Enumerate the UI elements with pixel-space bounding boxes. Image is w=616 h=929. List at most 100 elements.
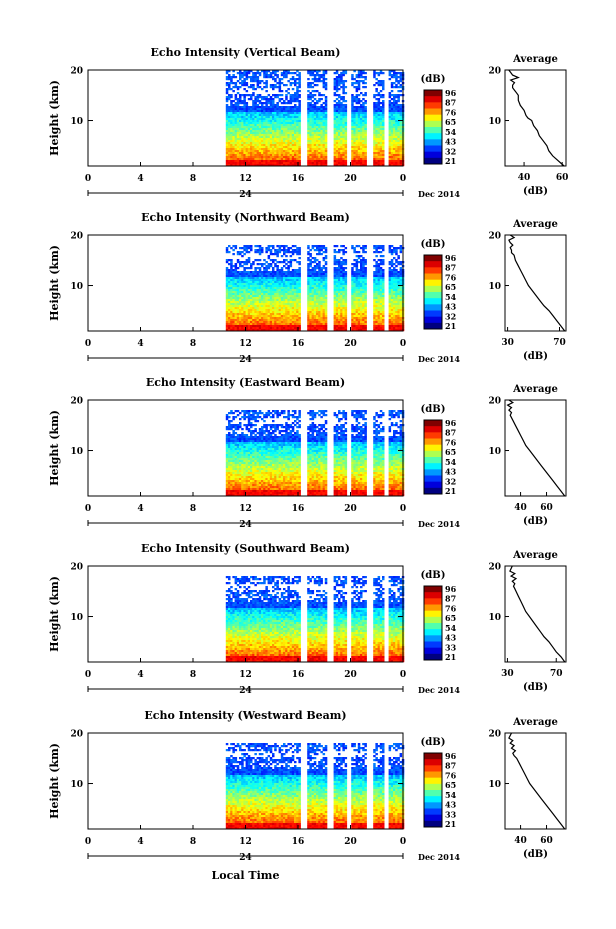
heatmap-cell: [399, 140, 403, 143]
heatmap-cell: [236, 112, 240, 115]
heatmap-cell: [340, 128, 343, 131]
heatmap-cell: [399, 90, 403, 93]
heatmap-cell: [261, 271, 264, 274]
heatmap-cell: [241, 313, 244, 316]
heatmap-cell: [313, 285, 317, 288]
heatmap-cell: [285, 281, 288, 284]
heatmap-cell: [291, 245, 295, 248]
heatmap-cell: [236, 136, 240, 139]
heatmap-cell: [342, 283, 345, 286]
heatmap-cell: [313, 245, 317, 248]
heatmap-cell: [294, 249, 297, 252]
heatmap-cell: [377, 271, 381, 274]
heatmap-cell: [340, 144, 343, 147]
heatmap-cell: [241, 275, 244, 278]
heatmap-cell: [239, 116, 242, 119]
heatmap-cell: [316, 144, 319, 147]
heatmap-cell: [298, 289, 301, 292]
heatmap-cell: [230, 150, 233, 153]
heatmap-cell: [360, 148, 363, 151]
heatmap-cell: [258, 323, 262, 326]
heatmap-cell: [232, 327, 235, 330]
heatmap-cell: [239, 118, 242, 121]
heatmap-cell: [276, 267, 279, 270]
heatmap-cell: [230, 96, 233, 99]
heatmap-cell: [344, 128, 348, 131]
heatmap-cell: [313, 102, 317, 105]
heatmap-cell: [280, 106, 284, 109]
heatmap-cell: [353, 156, 356, 159]
heatmap-cell: [274, 130, 277, 133]
heatmap-cell: [243, 148, 246, 151]
heatmap-cell: [313, 70, 317, 73]
heatmap-cell: [309, 148, 312, 151]
heatmap-cell: [261, 323, 264, 326]
heatmap-cell: [250, 106, 253, 109]
heatmap-cell: [265, 158, 268, 161]
heatmap-cell: [285, 263, 288, 266]
heatmap-cell: [320, 329, 323, 332]
heatmap-cell: [353, 285, 356, 288]
heatmap-cell: [228, 251, 231, 254]
heatmap-cell: [307, 96, 310, 99]
heatmap-cell: [360, 255, 363, 258]
heatmap-cell: [357, 255, 361, 258]
heatmap-cell: [399, 106, 403, 109]
heatmap-cell: [382, 114, 385, 117]
heatmap-cell: [316, 299, 319, 302]
heatmap-cell: [375, 307, 378, 310]
heatmap-cell: [296, 329, 299, 332]
heatmap-cell: [382, 128, 385, 131]
heatmap-cell: [265, 317, 268, 320]
heatmap-cell: [250, 86, 253, 89]
heatmap-cell: [263, 102, 266, 105]
heatmap-cell: [342, 144, 345, 147]
heatmap-cell: [313, 108, 317, 111]
heatmap-cell: [355, 265, 359, 268]
heatmap-cell: [355, 307, 359, 310]
heatmap-cell: [324, 104, 328, 107]
heatmap-cell: [320, 136, 323, 139]
heatmap-cell: [245, 102, 249, 105]
heatmap-cell: [318, 162, 321, 165]
heatmap-cell: [316, 293, 319, 296]
heatmap-cell: [256, 311, 260, 314]
heatmap-cell: [395, 138, 398, 141]
heatmap-cell: [360, 130, 363, 133]
heatmap-cell: [256, 297, 260, 300]
heatmap-cell: [311, 70, 315, 73]
heatmap-cell: [256, 86, 260, 89]
heatmap-cell: [256, 309, 260, 312]
heatmap-cell: [342, 160, 345, 163]
heatmap-cell: [344, 301, 348, 304]
heatmap-cell: [232, 142, 235, 145]
heatmap-cell: [382, 162, 385, 165]
heatmap-cell: [324, 309, 328, 312]
heatmap-cell: [307, 148, 310, 151]
heatmap-cell: [287, 329, 290, 332]
heatmap-cell: [344, 134, 348, 137]
heatmap-cell: [296, 287, 299, 290]
heatmap-cell: [256, 329, 260, 332]
heatmap-cell: [307, 162, 310, 165]
heatmap-cell: [285, 305, 288, 308]
heatmap-cell: [335, 164, 339, 167]
heatmap-cell: [309, 70, 312, 73]
heatmap-cell: [360, 305, 363, 308]
heatmap-cell: [230, 82, 233, 85]
heatmap-cell: [344, 148, 348, 151]
heatmap-cell: [316, 108, 319, 111]
heatmap-cell: [258, 319, 262, 322]
heatmap-cell: [357, 148, 361, 151]
heatmap-cell: [379, 134, 383, 137]
heatmap-cell: [357, 72, 361, 75]
heatmap-cell: [265, 102, 268, 105]
heatmap-cell: [353, 150, 356, 153]
heatmap-cell: [351, 329, 354, 332]
heatmap-cell: [335, 285, 339, 288]
heatmap-cell: [225, 90, 229, 93]
heatmap-cell: [362, 267, 365, 270]
heatmap-cell: [258, 140, 262, 143]
heatmap-cell: [344, 263, 348, 266]
heatmap-cell: [289, 84, 293, 87]
